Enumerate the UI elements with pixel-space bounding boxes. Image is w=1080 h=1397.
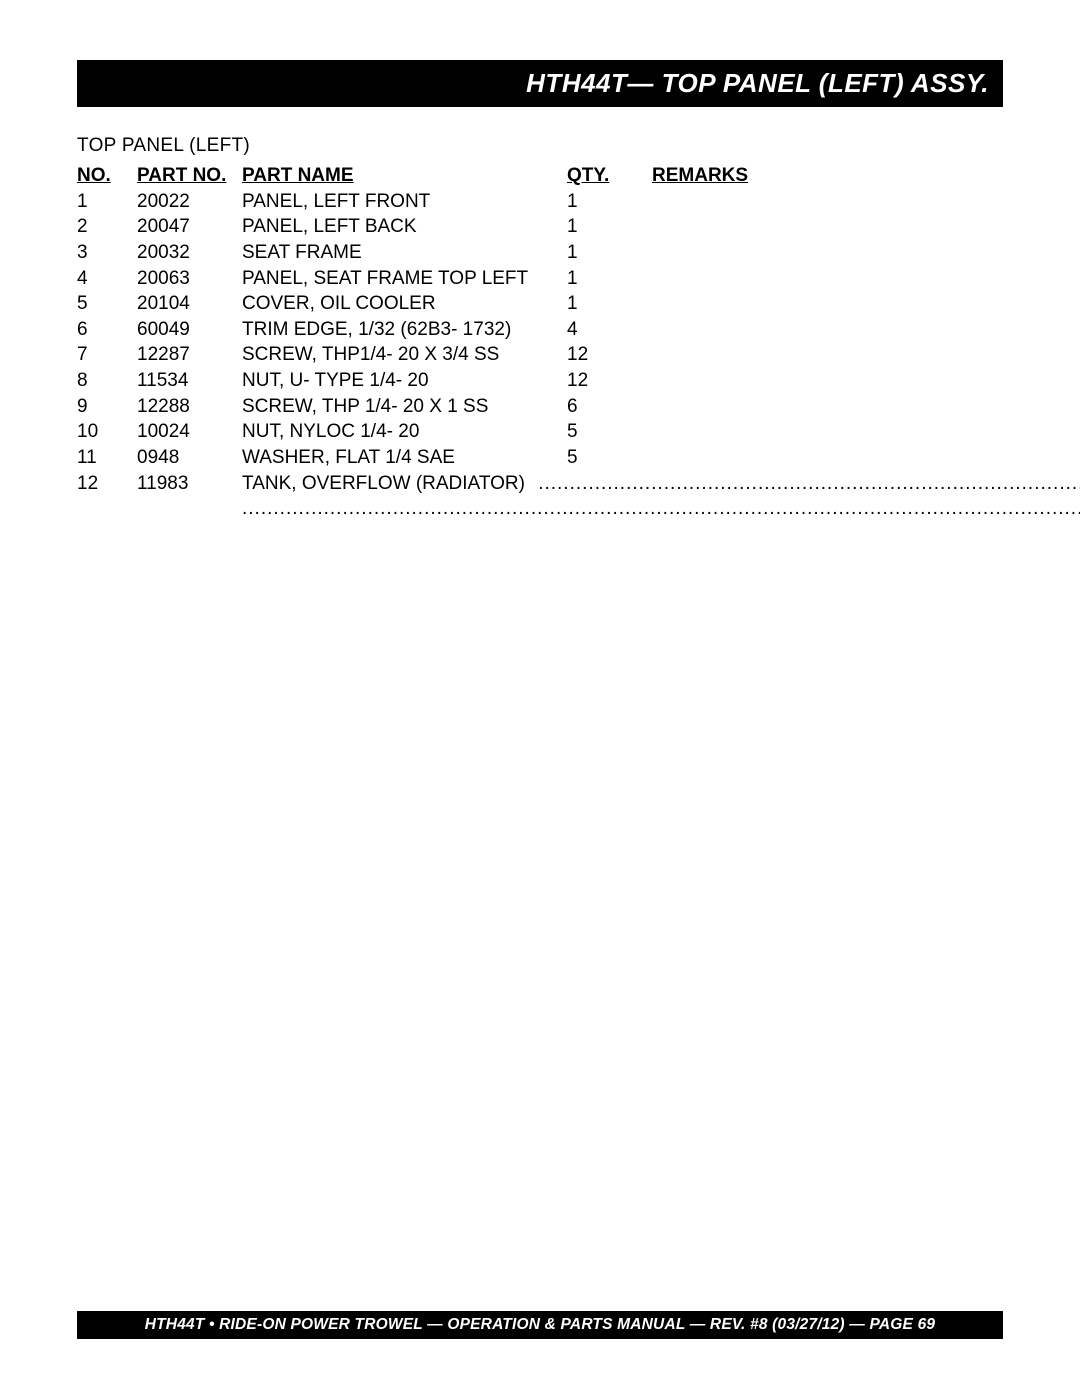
table-row: 12 11983 TANK, OVERFLOW (RADIATOR) .....… bbox=[77, 471, 1003, 497]
table-row: 5 20104 COVER, OIL COOLER 1 bbox=[77, 291, 1003, 317]
cell-name: COVER, OIL COOLER bbox=[242, 291, 567, 317]
cell-name: TRIM EDGE, 1/32 (62B3- 1732) bbox=[242, 317, 567, 343]
cell-qty: 4 bbox=[567, 317, 652, 343]
cell-remarks bbox=[652, 189, 1003, 215]
header-partno: PART NO. bbox=[137, 163, 242, 189]
table-row: 6 60049 TRIM EDGE, 1/32 (62B3- 1732) 4 bbox=[77, 317, 1003, 343]
cell-partno: 11534 bbox=[137, 368, 242, 394]
table-row: 2 20047 PANEL, LEFT BACK 1 bbox=[77, 214, 1003, 240]
cell-remarks bbox=[652, 445, 1003, 471]
table-row: 4 20063 PANEL, SEAT FRAME TOP LEFT 1 bbox=[77, 266, 1003, 292]
cell-no: 1 bbox=[77, 189, 137, 215]
cell-name: SCREW, THP1/4- 20 X 3/4 SS bbox=[242, 342, 567, 368]
cell-qty: 1 bbox=[567, 189, 652, 215]
table-header-row: NO. PART NO. PART NAME QTY. REMARKS bbox=[77, 163, 1003, 189]
cell-remarks bbox=[652, 342, 1003, 368]
dot-leader bbox=[525, 471, 538, 497]
title-bar: HTH44T— TOP PANEL (LEFT) ASSY. bbox=[77, 60, 1003, 107]
cell-qty: 12 bbox=[567, 368, 652, 394]
cell-name: NUT, U- TYPE 1/4- 20 bbox=[242, 368, 567, 394]
cell-qty: 6 bbox=[567, 394, 652, 420]
table-row: 3 20032 SEAT FRAME 1 bbox=[77, 240, 1003, 266]
cell-remarks bbox=[652, 214, 1003, 240]
cell-partno: 0948 bbox=[137, 445, 242, 471]
cell-empty bbox=[77, 496, 137, 522]
cell-partno: 12287 bbox=[137, 342, 242, 368]
cell-name: PANEL, LEFT FRONT bbox=[242, 189, 567, 215]
cell-name: SEAT FRAME bbox=[242, 240, 567, 266]
cell-qty: 1 bbox=[567, 214, 652, 240]
cell-partno: 11983 bbox=[137, 471, 242, 497]
cell-qty: 12 bbox=[567, 342, 652, 368]
cell-name: TANK, OVERFLOW (RADIATOR) bbox=[242, 471, 525, 497]
cell-remarks bbox=[652, 368, 1003, 394]
cell-partno: 20032 bbox=[137, 240, 242, 266]
cell-partno: 20104 bbox=[137, 291, 242, 317]
parts-table: NO. PART NO. PART NAME QTY. REMARKS 1 20… bbox=[77, 163, 1003, 522]
cell-partno: 20047 bbox=[137, 214, 242, 240]
cell-remarks bbox=[652, 317, 1003, 343]
header-no: NO. bbox=[77, 163, 137, 189]
cell-remarks bbox=[652, 266, 1003, 292]
header-qty: QTY. bbox=[567, 163, 652, 189]
cell-remarks-cont: ........................................… bbox=[242, 496, 1080, 522]
table-row: 1 20022 PANEL, LEFT FRONT 1 bbox=[77, 189, 1003, 215]
cell-name: NUT, NYLOC 1/4- 20 bbox=[242, 419, 567, 445]
cell-qty: 1 bbox=[567, 291, 652, 317]
table-row: 8 11534 NUT, U- TYPE 1/4- 20 12 bbox=[77, 368, 1003, 394]
dot-leader: ........................................… bbox=[242, 496, 1080, 522]
header-name: PART NAME bbox=[242, 163, 567, 189]
cell-no: 2 bbox=[77, 214, 137, 240]
dot-leader: ........................................… bbox=[538, 471, 1080, 497]
cell-partno: 20063 bbox=[137, 266, 242, 292]
cell-name-qty-remarks: TANK, OVERFLOW (RADIATOR) ..............… bbox=[242, 471, 1080, 497]
table-row: 11 0948 WASHER, FLAT 1/4 SAE 5 bbox=[77, 445, 1003, 471]
cell-partno: 20022 bbox=[137, 189, 242, 215]
cell-qty: 5 bbox=[567, 445, 652, 471]
subtitle: TOP PANEL (LEFT) bbox=[77, 135, 1003, 157]
cell-qty: 1 bbox=[567, 266, 652, 292]
cell-no: 6 bbox=[77, 317, 137, 343]
cell-qty: 5 bbox=[567, 419, 652, 445]
cell-name: PANEL, LEFT BACK bbox=[242, 214, 567, 240]
cell-name: PANEL, SEAT FRAME TOP LEFT bbox=[242, 266, 567, 292]
table-row: 9 12288 SCREW, THP 1/4- 20 X 1 SS 6 bbox=[77, 394, 1003, 420]
cell-no: 9 bbox=[77, 394, 137, 420]
table-row: 7 12287 SCREW, THP1/4- 20 X 3/4 SS 12 bbox=[77, 342, 1003, 368]
cell-name: WASHER, FLAT 1/4 SAE bbox=[242, 445, 567, 471]
cell-no: 12 bbox=[77, 471, 137, 497]
cell-remarks bbox=[652, 291, 1003, 317]
cell-remarks bbox=[652, 394, 1003, 420]
cell-name: SCREW, THP 1/4- 20 X 1 SS bbox=[242, 394, 567, 420]
cell-no: 3 bbox=[77, 240, 137, 266]
table-row-continuation: ........................................… bbox=[77, 496, 1003, 522]
cell-qty: 1 bbox=[567, 240, 652, 266]
cell-no: 5 bbox=[77, 291, 137, 317]
cell-partno: 60049 bbox=[137, 317, 242, 343]
cell-partno: 12288 bbox=[137, 394, 242, 420]
cell-empty bbox=[137, 496, 242, 522]
cell-remarks bbox=[652, 419, 1003, 445]
table-row: 10 10024 NUT, NYLOC 1/4- 20 5 bbox=[77, 419, 1003, 445]
cell-partno: 10024 bbox=[137, 419, 242, 445]
cell-no: 4 bbox=[77, 266, 137, 292]
cell-no: 10 bbox=[77, 419, 137, 445]
cell-remarks bbox=[652, 240, 1003, 266]
header-remarks: REMARKS bbox=[652, 163, 1003, 189]
footer-bar: HTH44T • RIDE-ON POWER TROWEL — OPERATIO… bbox=[77, 1311, 1003, 1339]
cell-no: 11 bbox=[77, 445, 137, 471]
cell-no: 8 bbox=[77, 368, 137, 394]
cell-no: 7 bbox=[77, 342, 137, 368]
